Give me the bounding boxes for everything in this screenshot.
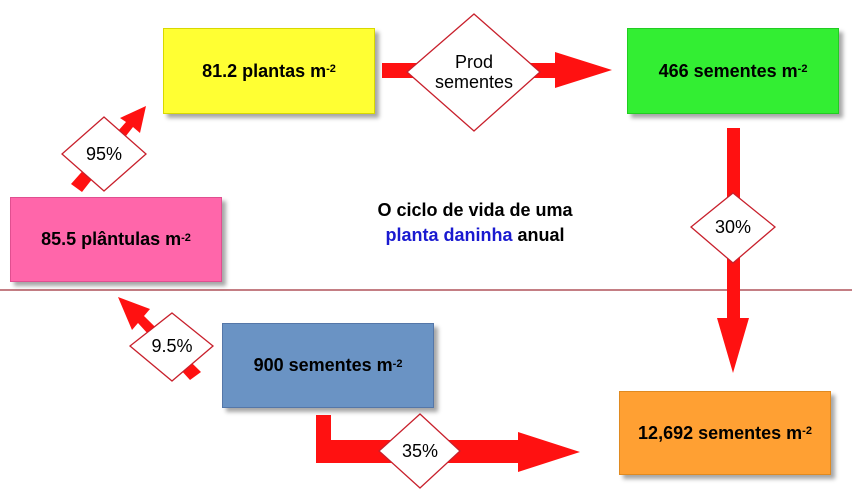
seed-bank-value: 900 sementes m: [253, 355, 393, 375]
seed-bank-box: 900 sementes m -2: [222, 323, 434, 408]
rate-label-95: 95%: [85, 144, 123, 164]
diagram-title-highlight: planta daninha: [385, 225, 513, 245]
seed-production-diamond: [406, 13, 541, 132]
rate-label-30: 30%: [714, 217, 752, 237]
seedlings-value: 85.5 plântulas m: [41, 229, 182, 249]
diagram-title-rest: anual: [517, 225, 565, 245]
seed-bank-unit-exponent: -2: [392, 357, 403, 370]
diagram-title-line1: O ciclo de vida de uma: [377, 200, 573, 220]
seed-production-label: Prod sementes: [414, 50, 534, 94]
rate-diamond-30: [689, 192, 777, 264]
seed-production-value: 466 sementes m: [658, 60, 798, 81]
plants-box: 81.2 plantas m -2: [163, 28, 375, 114]
total-seeds-value: 12,692 sementes m: [638, 422, 803, 443]
rate-label-9-5: 9.5%: [151, 336, 193, 356]
seedlings-box: 85.5 plântulas m -2: [10, 197, 222, 282]
seedlings-unit-exponent: -2: [181, 231, 191, 244]
seed-production-unit-exponent: -2: [797, 63, 808, 75]
total-seeds-box: 12,692 sementes m -2: [619, 391, 831, 475]
diagram-title-line2: planta daninha anual: [330, 223, 620, 248]
rate-diamond-35: [378, 413, 461, 489]
seed-production-label-line2: sementes: [434, 72, 514, 92]
diagram-title: O ciclo de vida de uma planta daninha an…: [330, 198, 620, 248]
seed-production-box: 466 sementes m -2: [627, 28, 839, 114]
seed-production-label-line1: Prod: [454, 52, 494, 72]
total-seeds-unit-exponent: -2: [802, 425, 812, 437]
rate-label-35: 35%: [401, 441, 439, 461]
rate-diamond-9-5: [128, 312, 215, 382]
plants-value: 81.2 plantas m: [202, 60, 327, 81]
plants-unit-exponent: -2: [326, 63, 336, 75]
rate-diamond-95: [61, 116, 147, 192]
